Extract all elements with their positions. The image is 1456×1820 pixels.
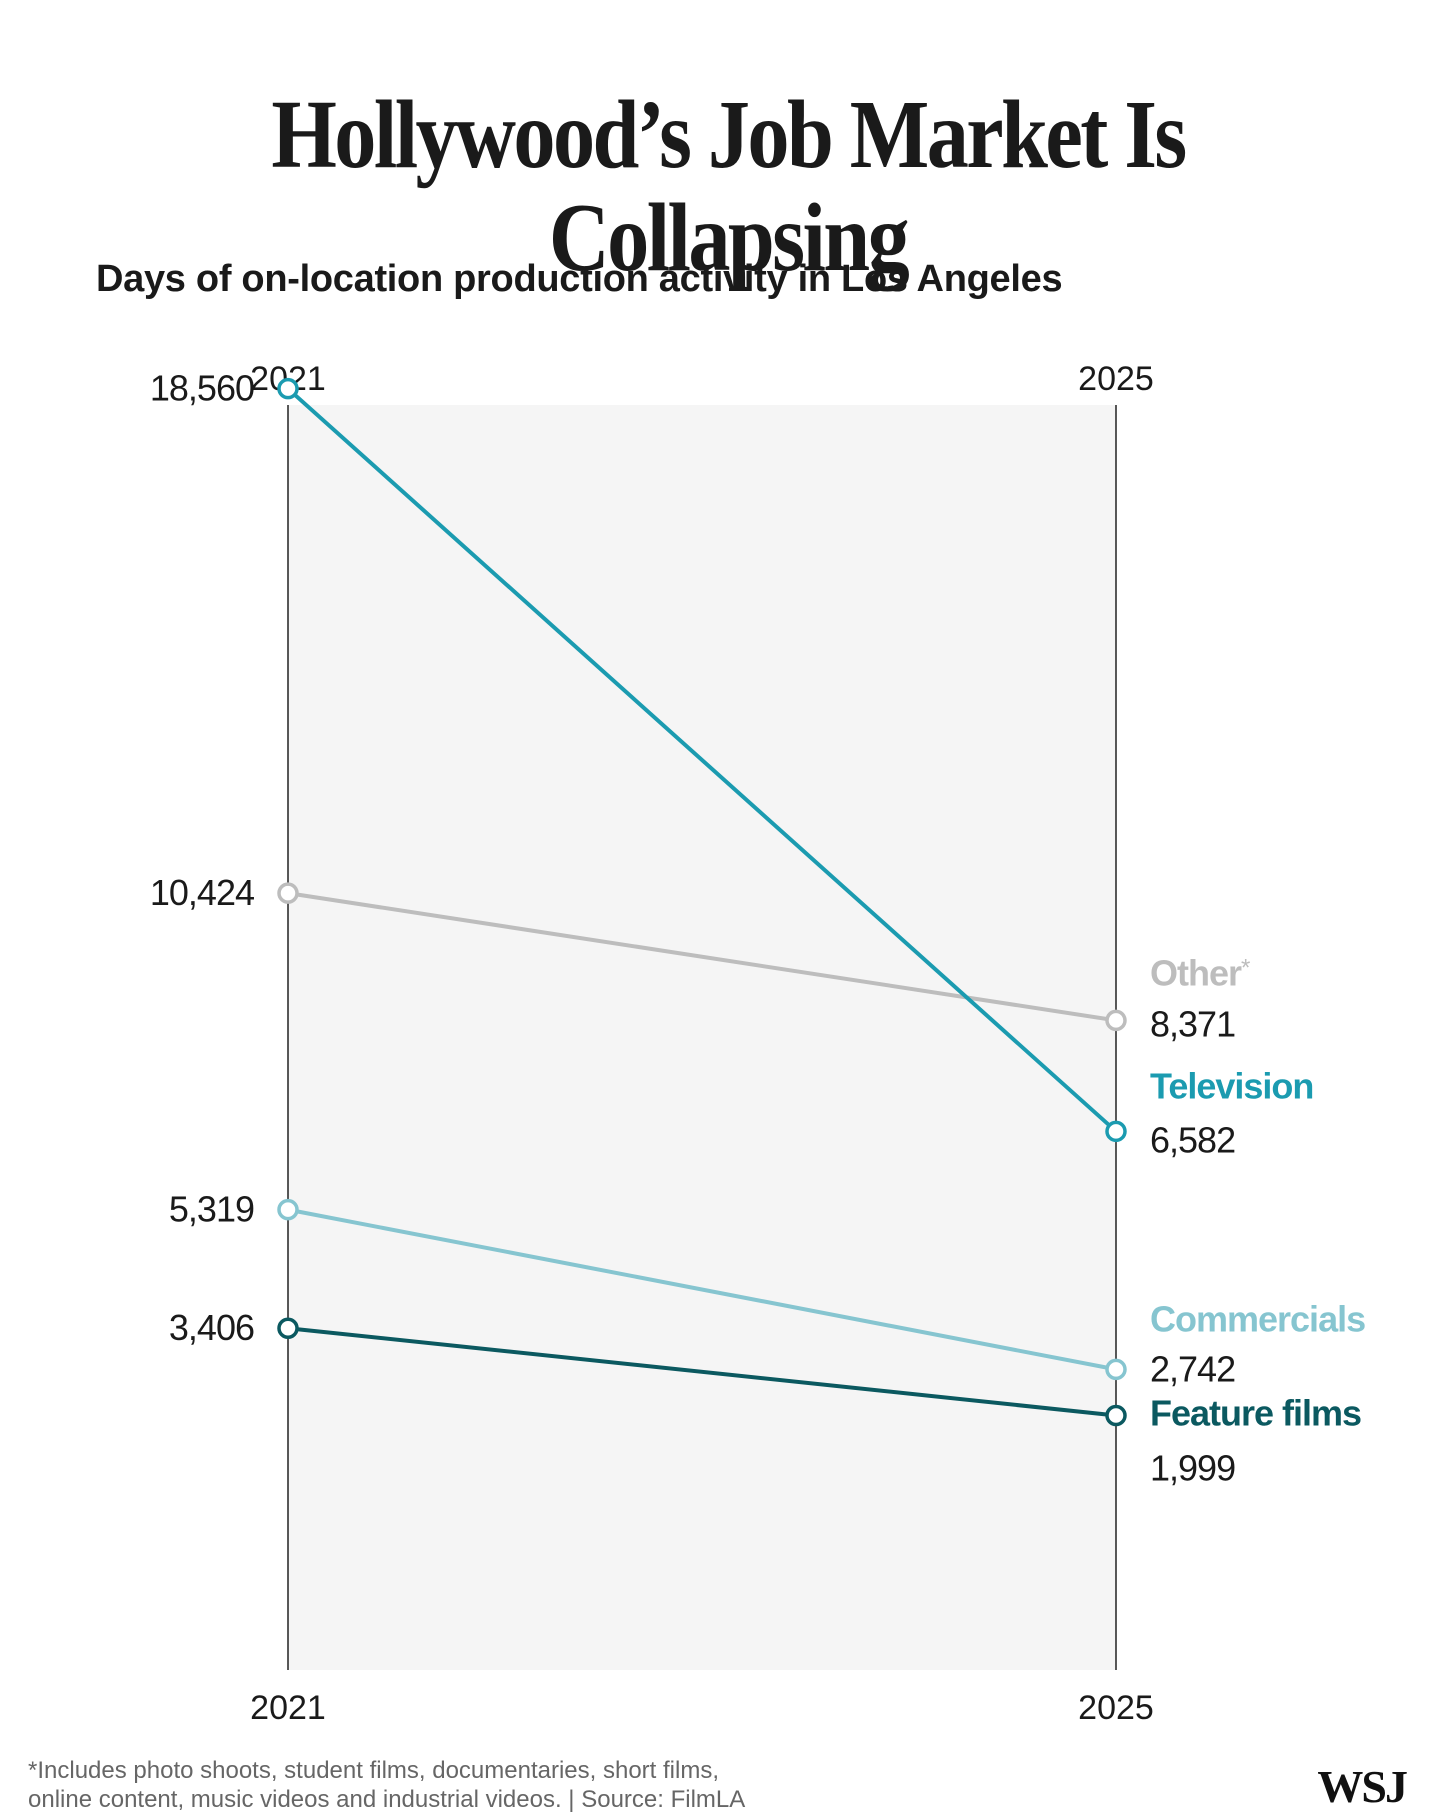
point-commercials-2025 <box>1105 1358 1127 1381</box>
value-label-feature-films-2025: 1,999 <box>1150 1447 1235 1488</box>
plot-background <box>288 405 1116 1670</box>
x-tick-top-2025: 2025 <box>1078 360 1154 398</box>
chart-subtitle: Days of on-location production activity … <box>96 258 1063 300</box>
series-layer <box>277 377 1127 1427</box>
point-feature-films-2021 <box>277 1317 299 1339</box>
series-name-commercials: Commercials <box>1150 1298 1365 1339</box>
chart-title: Hollywood’s Job Market Is Collapsing <box>271 81 1187 292</box>
value-label-commercials-2021: 5,319 <box>169 1189 254 1230</box>
x-tick-bottom-2025: 2025 <box>1078 1689 1154 1727</box>
point-other-2021 <box>277 882 299 904</box>
point-television-2021 <box>277 377 299 400</box>
series-name-other: Other* <box>1150 952 1250 993</box>
x-tick-bottom-2021: 2021 <box>250 1689 326 1727</box>
series-name-feature-films: Feature films <box>1150 1392 1361 1433</box>
series-name-television: Television <box>1150 1065 1313 1106</box>
value-label-other-2025: 8,371 <box>1150 1003 1235 1044</box>
footnote-line-2: online content, music videos and industr… <box>28 1786 746 1813</box>
footnote-line-1: *Includes photo shoots, student films, d… <box>28 1757 719 1784</box>
value-label-television-2021: 18,560 <box>150 368 254 409</box>
series-line-feature-films <box>286 1326 1118 1418</box>
series-line-television <box>286 386 1118 1134</box>
value-label-feature-films-2021: 3,406 <box>169 1307 254 1348</box>
slope-chart: 2021 2025 2021 2025 10,424Other*8,3715,3… <box>150 360 1366 1727</box>
wsj-logo: WSJ <box>1317 1761 1408 1812</box>
value-label-television-2025: 6,582 <box>1150 1119 1235 1160</box>
series-line-other <box>286 891 1118 1023</box>
point-television-2025 <box>1105 1120 1127 1143</box>
label-layer: 10,424 Other* 8,371 5,319 Commercials 2,742 3,… <box>150 368 1366 1489</box>
point-commercials-2021 <box>277 1198 299 1221</box>
point-feature-films-2025 <box>1105 1404 1127 1427</box>
value-label-other-2021: 10,424 <box>150 872 254 913</box>
value-label-commercials-2025: 2,742 <box>1150 1348 1235 1389</box>
series-name-other-asterisk: * <box>1241 954 1250 981</box>
point-other-2025 <box>1105 1009 1127 1032</box>
series-line-commercials <box>286 1207 1118 1372</box>
footnote: *Includes photo shoots, student films, d… <box>28 1756 788 1814</box>
